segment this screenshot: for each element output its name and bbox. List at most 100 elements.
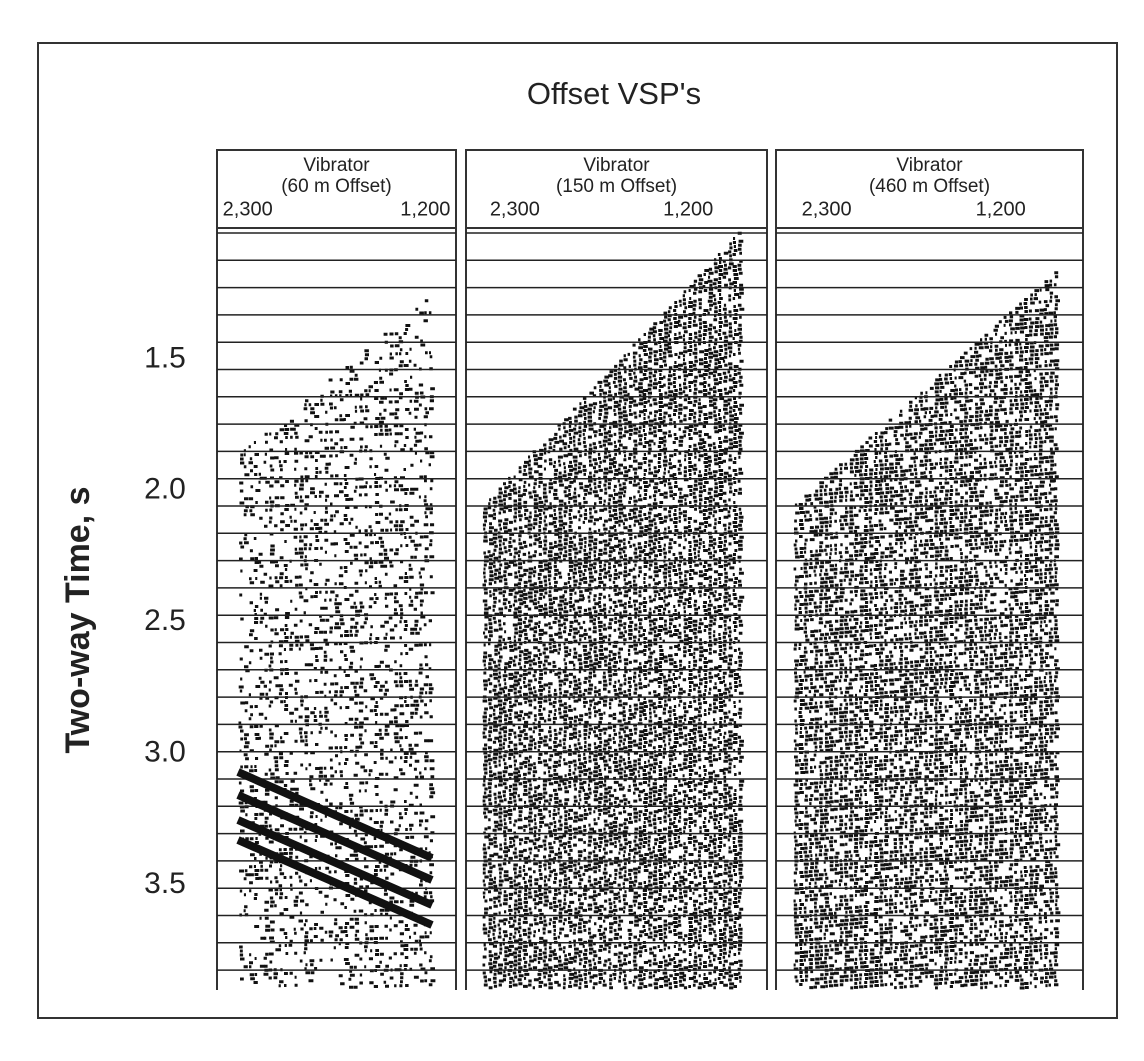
seismic-trace [943,373,950,985]
seismic-trace [838,463,845,987]
seismic-trace [592,386,600,990]
seismic-trace [607,370,614,990]
seismic-trace [577,402,585,990]
panel-header [216,149,457,229]
seismic-trace [848,458,855,990]
seismic-trace [1028,293,1036,985]
seismic-trace [687,285,695,988]
seismic-trace [642,333,650,988]
seismic-trace [923,391,930,979]
reflection-band [236,816,434,909]
seismic-trace [898,409,906,989]
y-tick-label: 3.0 [144,735,186,768]
seismic-trace [373,361,381,988]
panel-subtitle: (60 m Offset) [281,176,392,197]
seismic-trace [1018,302,1025,990]
seismic-trace [572,407,580,987]
seismic-trace [527,455,535,987]
seismic-trace [667,306,675,990]
seismic-trace [928,386,936,978]
seismic-traces [482,231,745,990]
seismic-trace [1038,288,1046,984]
seismic-trace [542,443,550,987]
seismic-traces [793,271,1061,990]
panel-title: Vibrator [583,155,650,176]
reflection-band [236,836,434,929]
seismic-trace [798,503,806,986]
seismic-trace [323,410,330,934]
y-tick-label: 2.0 [144,473,186,506]
y-axis-label: Two-way Time, s [59,486,97,753]
seismic-trace [622,354,630,990]
seismic-trace [717,253,725,984]
panel-header [775,149,1084,229]
seismic-trace [973,342,981,986]
seismic-trace [918,391,926,983]
seismic-trace [808,494,816,990]
seismic-trace [878,431,886,987]
seismic-trace [958,356,966,988]
figure-title: Offset VSP's [527,76,701,111]
reflection-band [236,791,434,884]
seismic-trace [1013,306,1021,982]
seismic-trace [868,436,876,988]
seismic-trace [537,448,545,988]
seismic-trace [672,301,680,988]
seismic-trace [1008,311,1016,979]
seismic-trace [858,445,866,989]
seismic-trace [908,400,916,988]
y-tick-label: 3.5 [144,867,186,900]
seismic-trace [1043,280,1051,988]
seismic-trace [258,472,266,968]
panel-title: Vibrator [896,155,963,176]
reflection-band [236,768,434,862]
seismic-trace [677,299,685,987]
seismic-trace [278,428,285,988]
x-tick-label: 1,200 [663,198,713,220]
seismic-trace [602,375,610,987]
seismic-trace [333,394,341,950]
panel-subtitle: (150 m Offset) [556,176,677,197]
seismic-trace [813,489,821,989]
seismic-trace [968,347,976,987]
x-tick-label: 2,300 [802,198,852,220]
seismic-trace [353,373,361,989]
seismic-trace [1003,315,1011,987]
seismic-trace [893,426,901,990]
seismic-trace [298,451,305,963]
seismic-trace [873,432,881,987]
seismic-trace [993,324,1001,988]
seismic-trace [1053,271,1061,987]
seismic-trace [903,421,911,989]
seismic-trace [933,378,940,990]
y-tick-label: 1.5 [144,341,186,374]
y-tick-label: 2.5 [144,604,186,637]
panel-header [465,149,768,229]
x-tick-label: 2,300 [223,198,273,220]
seismic-trace [652,322,660,990]
seismic-trace [988,337,996,985]
seismic-trace [363,349,370,969]
x-tick-label: 1,200 [400,198,450,220]
seismic-trace [692,279,700,987]
seismic-trace [582,396,590,988]
seismic-trace [393,332,400,988]
seismic-trace [662,311,670,987]
seismic-trace [1048,279,1056,987]
seismic-trace [627,352,635,984]
seismic-trace [818,481,826,989]
seismic-trace [707,267,714,987]
seismic-trace [408,347,416,971]
seismic-trace [948,365,955,988]
seismic-trace [502,482,510,982]
x-tick-label: 1,200 [976,198,1026,220]
seismic-trace [883,427,891,987]
panel-title: Vibrator [303,155,370,176]
seismic-trace [587,391,595,983]
seismic-trace [732,237,740,988]
seismic-trace [348,365,356,989]
panel-subtitle: (460 m Offset) [869,176,990,197]
seismic-trace [612,364,620,980]
